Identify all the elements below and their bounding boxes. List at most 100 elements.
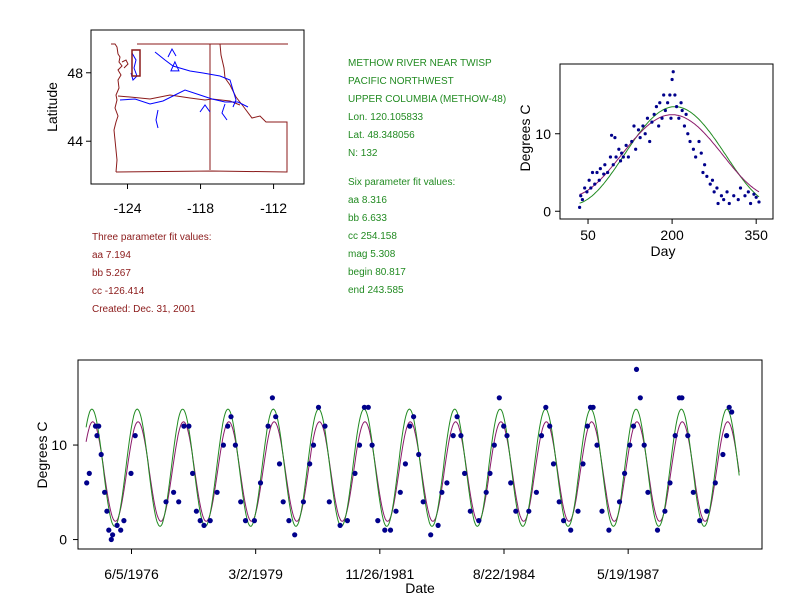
- seasonal-point-13: [602, 172, 606, 176]
- six-param-begin: begin 80.817: [348, 267, 406, 278]
- map-frame: [90, 29, 305, 185]
- seasonal-point-30: [636, 128, 641, 132]
- seasonal-point-79: [748, 201, 753, 206]
- seasonal-point-53: [680, 108, 684, 113]
- seasonal-point-36: [650, 120, 654, 124]
- seasonal-three-param-fit-line: [579, 114, 760, 195]
- ts-point-55: [369, 442, 375, 448]
- ts-point-66: [428, 532, 434, 538]
- ts-point-116: [690, 489, 696, 495]
- ts-point-25: [201, 522, 207, 529]
- ts-point-75: [476, 518, 482, 524]
- ts-point-67: [435, 522, 441, 529]
- ts-point-41: [286, 518, 292, 524]
- map-panel: -124 -118 -112 48 44 Latitude: [44, 29, 305, 216]
- map-geography: [111, 43, 288, 173]
- seasonal-point-40: [658, 101, 662, 105]
- ts-x-tick-label-2: 3/2/1979: [228, 566, 283, 582]
- seasonal-point-18: [611, 163, 615, 167]
- ts-point-31: [232, 442, 238, 448]
- seasonal-point-45: [668, 93, 672, 97]
- seasonal-point-54: [682, 124, 687, 128]
- ts-point-18: [171, 489, 177, 495]
- six-param-cc: cc 254.158: [348, 231, 397, 242]
- ts-point-49: [337, 522, 343, 529]
- ts-point-86: [538, 433, 545, 439]
- map-river-2: [154, 51, 237, 108]
- ts-point-34: [251, 518, 257, 524]
- ts-x-tick-label-3: 11/26/1981: [345, 566, 414, 582]
- station-region: PACIFIC NORTHWEST: [348, 76, 454, 87]
- map-x-tick-label-2: -118: [187, 200, 214, 216]
- seasonal-y-tick-label-1: 0: [543, 203, 551, 219]
- ts-point-84: [526, 508, 532, 514]
- ts-x-tick-label-5: 5/19/1987: [597, 566, 659, 582]
- seasonal-point-78: [746, 190, 750, 194]
- seasonal-point-3: [580, 198, 585, 202]
- seasonal-point-11: [597, 178, 601, 182]
- ts-point-13: [118, 527, 124, 533]
- ts-point-2: [86, 470, 92, 476]
- seasonal-point-27: [630, 139, 634, 144]
- ts-point-79: [496, 395, 502, 401]
- six-param-aa: aa 8.316: [348, 195, 387, 206]
- ts-point-63: [411, 414, 417, 420]
- map-border-6: [121, 59, 129, 69]
- ts-point-64: [416, 451, 422, 458]
- seasonal-point-8: [590, 170, 595, 175]
- ts-point-80: [501, 423, 507, 429]
- seasonal-point-65: [708, 182, 712, 186]
- ts-point-61: [402, 461, 408, 467]
- ts-point-81: [504, 433, 510, 439]
- ts-point-76: [483, 489, 489, 495]
- ts-x-axis-label: Date: [405, 580, 435, 596]
- seasonal-point-29: [634, 147, 638, 151]
- seasonal-point-59: [694, 155, 698, 159]
- seasonal-point-62: [701, 170, 705, 175]
- seasonal-x-tick-label-3: 350: [745, 227, 769, 243]
- ts-point-111: [667, 480, 673, 486]
- seasonal-point-15: [606, 170, 610, 175]
- ts-point-4: [94, 433, 100, 439]
- ts-point-54: [365, 404, 371, 410]
- map-river-7: [221, 103, 228, 121]
- ts-point-29: [225, 423, 231, 429]
- ts-point-97: [590, 404, 596, 410]
- ts-point-77: [487, 470, 493, 476]
- seasonal-point-21: [617, 147, 621, 151]
- seasonal-x-axis-label: Day: [651, 243, 676, 259]
- ts-y-tick-label-1: 0: [59, 532, 67, 548]
- ts-point-94: [580, 461, 586, 467]
- ts-point-110: [662, 508, 668, 514]
- ts-point-91: [561, 518, 567, 524]
- ts-point-22: [190, 470, 196, 476]
- ts-point-30: [228, 414, 234, 420]
- ts-point-39: [276, 461, 283, 467]
- ts-point-102: [622, 470, 628, 476]
- ts-point-42: [292, 532, 298, 538]
- ts-point-32: [238, 499, 244, 505]
- seasonal-point-6: [587, 178, 591, 182]
- ts-point-38: [273, 414, 279, 420]
- map-axes: -124 -118 -112 48 44 Latitude: [44, 65, 287, 216]
- ts-point-14: [121, 518, 127, 524]
- seasonal-point-31: [638, 136, 642, 140]
- seasonal-point-39: [657, 124, 661, 128]
- seasonal-point-72: [725, 190, 729, 194]
- seasonal-point-19: [613, 136, 617, 140]
- seasonal-point-75: [736, 198, 740, 202]
- seasonal-point-37: [652, 112, 656, 116]
- ts-point-50: [344, 518, 350, 524]
- map-y-axis-label: Latitude: [44, 82, 60, 132]
- ts-point-7: [102, 489, 108, 495]
- ts-point-16: [132, 433, 138, 439]
- seasonal-point-82: [757, 200, 761, 204]
- three-param-cc: cc -126.414: [92, 286, 145, 297]
- seasonal-point-49: [673, 93, 677, 97]
- ts-point-99: [599, 508, 605, 514]
- seasonal-point-20: [614, 155, 618, 159]
- seasonal-point-7: [589, 186, 593, 190]
- map-x-tick-label-1: -124: [113, 200, 141, 216]
- ts-point-74: [467, 508, 473, 514]
- ts-point-17: [163, 499, 169, 505]
